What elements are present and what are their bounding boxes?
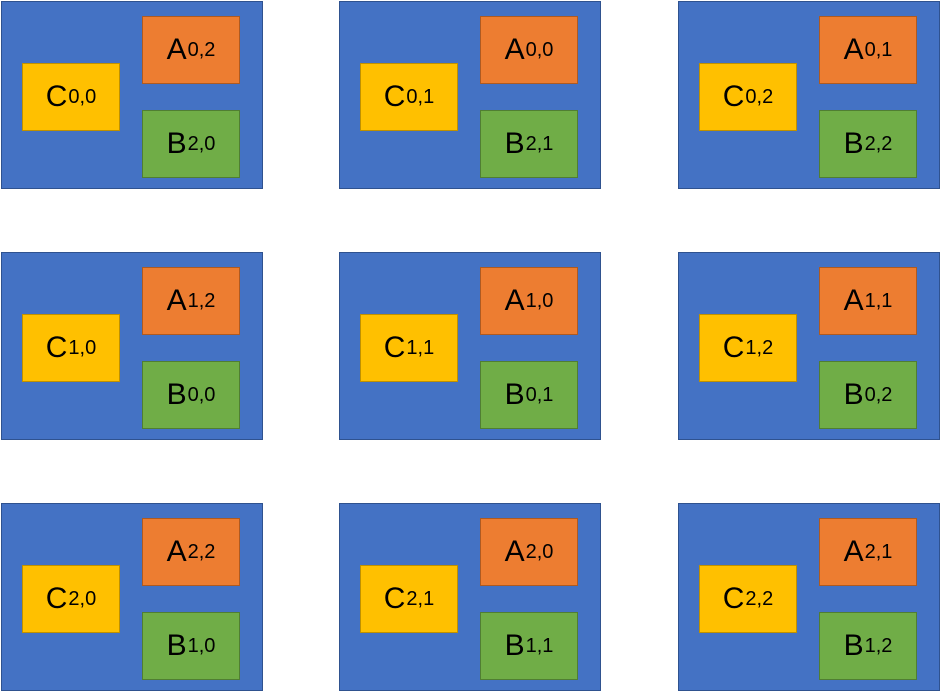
processor-2-0: C 2,0 A 2,2 B 1,0 [1, 503, 263, 691]
c-block: C 0,0 [22, 63, 120, 131]
c-block-letter: C [383, 331, 406, 364]
c-block: C 2,1 [360, 565, 458, 633]
c-block-letter: C [383, 80, 406, 113]
processor-0-2: C 0,2 A 0,1 B 2,2 [678, 1, 940, 189]
a-block: A 0,2 [142, 16, 240, 84]
a-block: A 1,0 [480, 267, 578, 335]
c-block-letter: C [45, 331, 68, 364]
b-block: B 0,2 [819, 361, 917, 429]
a-block-letter: A [504, 33, 525, 66]
a-block-letter: A [843, 284, 864, 317]
a-block-letter: A [166, 284, 187, 317]
b-block-letter: B [504, 127, 525, 160]
c-block-letter: C [45, 80, 68, 113]
c-block: C 0,1 [360, 63, 458, 131]
a-block-letter: A [843, 33, 864, 66]
b-block-letter: B [504, 378, 525, 411]
c-block-letter: C [722, 80, 745, 113]
c-block-letter: C [722, 582, 745, 615]
b-block-letter: B [166, 378, 187, 411]
b-block: B 1,0 [142, 612, 240, 680]
c-block: C 2,2 [699, 565, 797, 633]
b-block-letter: B [843, 127, 864, 160]
a-block: A 0,0 [480, 16, 578, 84]
b-block: B 2,2 [819, 110, 917, 178]
c-block: C 1,0 [22, 314, 120, 382]
c-block: C 1,2 [699, 314, 797, 382]
processor-2-1: C 2,1 A 2,0 B 1,1 [339, 503, 601, 691]
a-block: A 2,1 [819, 518, 917, 586]
processor-0-1: C 0,1 A 0,0 B 2,1 [339, 1, 601, 189]
b-block: B 2,1 [480, 110, 578, 178]
processor-0-0: C 0,0 A 0,2 B 2,0 [1, 1, 263, 189]
c-block: C 0,2 [699, 63, 797, 131]
c-block: C 1,1 [360, 314, 458, 382]
b-block: B 1,1 [480, 612, 578, 680]
a-block-letter: A [843, 535, 864, 568]
b-block: B 2,0 [142, 110, 240, 178]
b-block: B 0,1 [480, 361, 578, 429]
processor-1-1: C 1,1 A 1,0 B 0,1 [339, 252, 601, 440]
processor-1-2: C 1,2 A 1,1 B 0,2 [678, 252, 940, 440]
c-block-letter: C [383, 582, 406, 615]
a-block: A 0,1 [819, 16, 917, 84]
processor-2-2: C 2,2 A 2,1 B 1,2 [678, 503, 940, 691]
a-block-letter: A [504, 535, 525, 568]
a-block-letter: A [166, 535, 187, 568]
b-block-letter: B [166, 629, 187, 662]
c-block-letter: C [45, 582, 68, 615]
b-block-letter: B [504, 629, 525, 662]
b-block-letter: B [843, 629, 864, 662]
b-block: B 1,2 [819, 612, 917, 680]
b-block-letter: B [843, 378, 864, 411]
a-block: A 1,1 [819, 267, 917, 335]
a-block: A 1,2 [142, 267, 240, 335]
a-block: A 2,0 [480, 518, 578, 586]
c-block-letter: C [722, 331, 745, 364]
a-block-letter: A [166, 33, 187, 66]
a-block-letter: A [504, 284, 525, 317]
c-block: C 2,0 [22, 565, 120, 633]
a-block: A 2,2 [142, 518, 240, 586]
processor-1-0: C 1,0 A 1,2 B 0,0 [1, 252, 263, 440]
b-block-letter: B [166, 127, 187, 160]
b-block: B 0,0 [142, 361, 240, 429]
